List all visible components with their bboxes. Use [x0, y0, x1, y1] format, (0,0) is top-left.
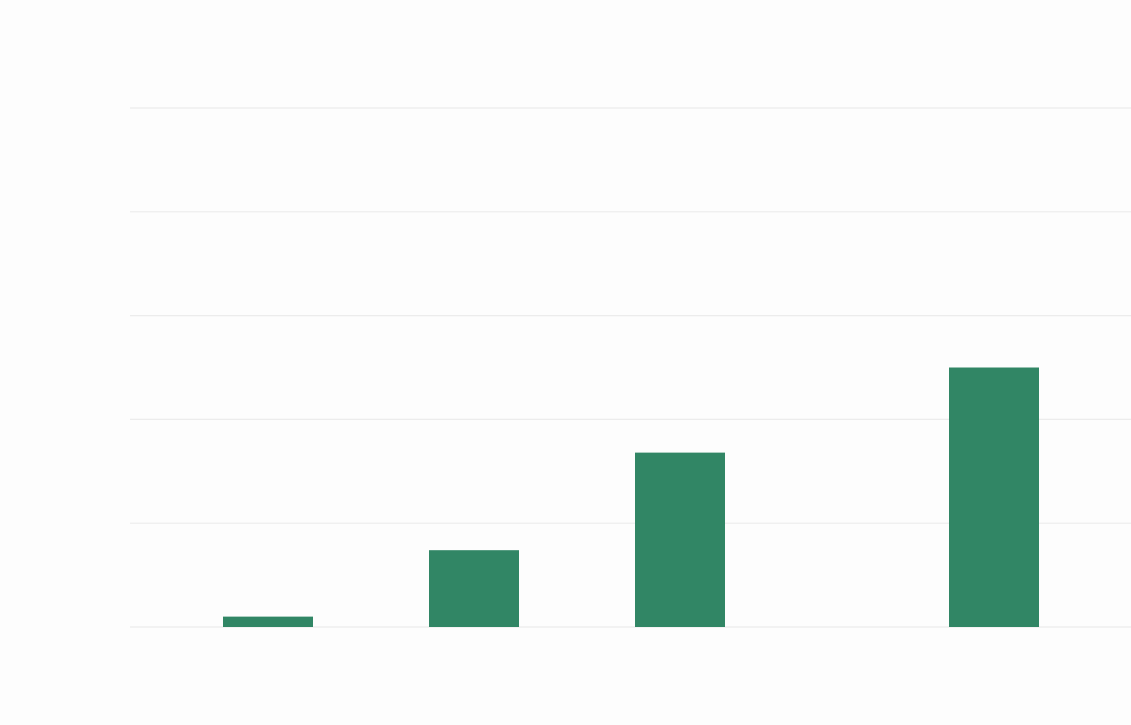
bar-2: [635, 452, 725, 627]
bar-0: [223, 616, 313, 627]
bar-4: [949, 367, 1039, 627]
bars: [223, 367, 1039, 627]
bar-1: [429, 550, 519, 627]
